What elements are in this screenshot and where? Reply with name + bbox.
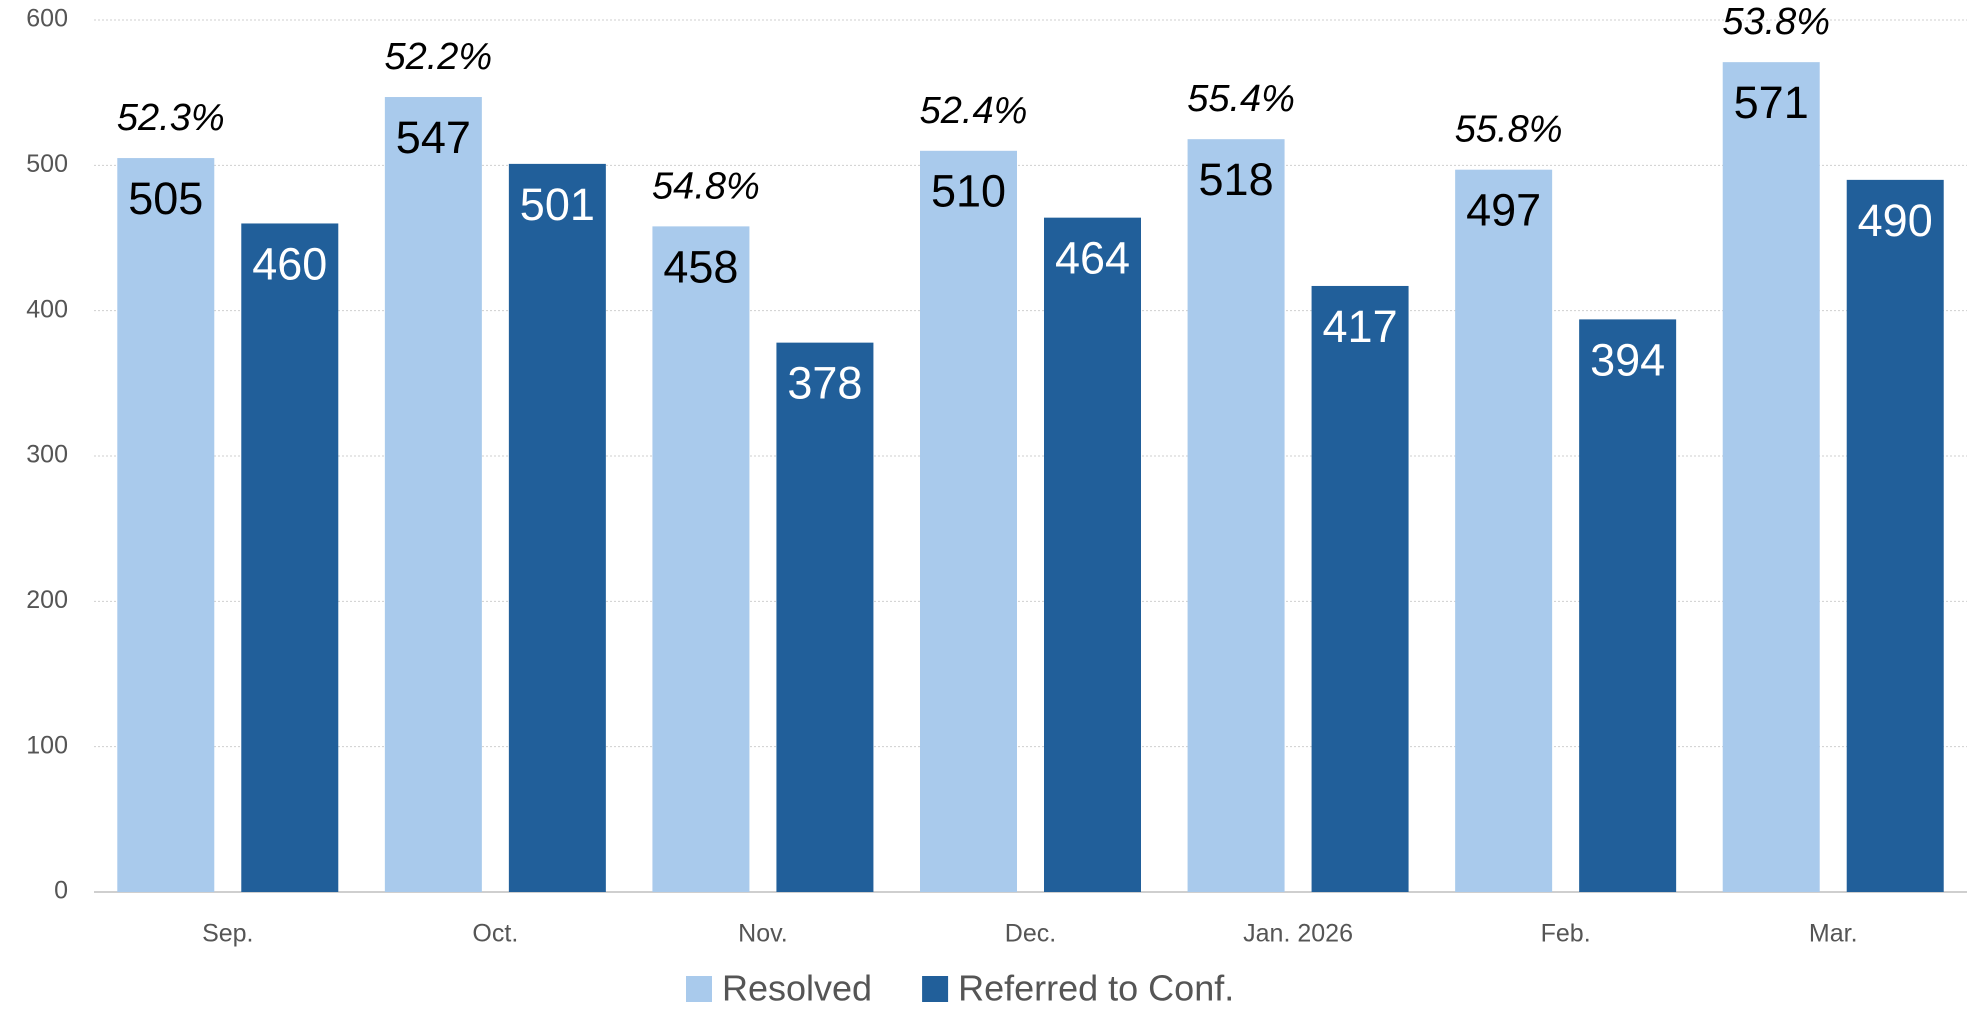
x-tick-label: Dec. [1005, 920, 1056, 948]
legend-label: Referred to Conf. [958, 968, 1234, 1009]
bar [652, 226, 750, 892]
bar [1722, 62, 1820, 892]
data-label: 497 [1466, 185, 1541, 236]
x-tick-label: Jan. 2026 [1243, 920, 1353, 948]
bar [1846, 179, 1944, 892]
bar [1579, 319, 1677, 892]
bar [920, 150, 1017, 893]
bar [1455, 169, 1553, 892]
data-label: 510 [931, 166, 1006, 217]
bar [241, 223, 339, 892]
data-label: 378 [787, 358, 862, 409]
rate-annotation: 55.8% [1455, 109, 1563, 151]
data-label: 490 [1858, 195, 1933, 246]
rate-annotation: 53.8% [1722, 1, 1830, 43]
bar [1187, 139, 1285, 892]
y-tick-label: 0 [54, 877, 68, 905]
bar [117, 158, 215, 893]
x-tick-label: Oct. [472, 920, 518, 948]
bar [508, 163, 606, 892]
y-tick-label: 600 [26, 5, 68, 33]
legend-swatch [922, 976, 949, 1002]
data-label: 571 [1734, 77, 1809, 128]
x-tick-label: Sep. [202, 920, 253, 948]
y-tick-label: 300 [26, 441, 68, 469]
data-label: 394 [1590, 334, 1665, 385]
bar [776, 342, 874, 892]
bar [384, 97, 482, 892]
rate-annotation: 52.3% [117, 97, 225, 139]
rate-annotation: 55.4% [1187, 78, 1295, 120]
data-label: 458 [663, 241, 738, 292]
rate-annotation: 54.8% [652, 165, 760, 207]
legend-swatch [686, 976, 712, 1002]
bar [1044, 217, 1141, 893]
legend-label: Resolved [722, 968, 872, 1009]
data-label: 464 [1055, 233, 1130, 284]
data-label: 460 [252, 238, 327, 289]
data-label: 501 [520, 179, 595, 230]
x-tick-label: Mar. [1809, 920, 1858, 948]
bar [1311, 285, 1409, 893]
y-tick-label: 200 [26, 586, 68, 614]
y-tick-label: 500 [26, 150, 68, 178]
rate-annotation: 52.2% [384, 36, 492, 78]
data-label: 505 [128, 173, 203, 224]
y-tick-label: 400 [26, 295, 68, 323]
x-tick-label: Nov. [738, 920, 788, 948]
data-label: 547 [396, 112, 471, 163]
rate-annotation: 52.4% [920, 90, 1028, 132]
x-tick-label: Feb. [1541, 920, 1591, 948]
data-label: 518 [1199, 154, 1274, 205]
y-tick-label: 100 [26, 731, 68, 759]
data-label: 417 [1323, 301, 1398, 352]
